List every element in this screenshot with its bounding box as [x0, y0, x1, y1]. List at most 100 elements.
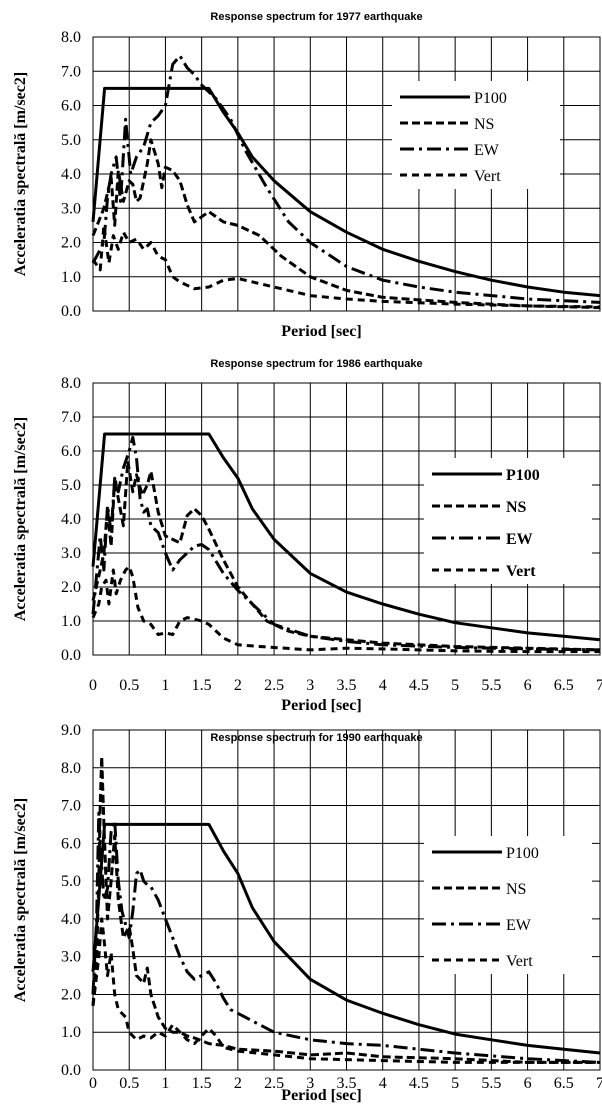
chart-title: Response spectrum for 1990 earthquake [210, 732, 422, 744]
legend-background [392, 81, 560, 189]
legend-label-p100: P100 [474, 90, 507, 107]
y-tick-label: 5.0 [61, 477, 81, 494]
x-tick-label: 4.5 [409, 1075, 429, 1092]
x-tick-label: 6.5 [554, 677, 574, 694]
x-tick-label: 2 [234, 1075, 242, 1092]
x-tick-label: 5 [451, 1075, 459, 1092]
x-tick-label: 2.5 [264, 677, 284, 694]
x-tick-label: 2 [234, 677, 242, 694]
x-axis-label: Period [sec] [281, 1087, 361, 1104]
x-tick-label: 4 [379, 677, 387, 694]
x-tick-label: 1 [161, 677, 169, 694]
series-line-ew [91, 811, 601, 1064]
y-tick-label: 9.0 [61, 722, 81, 739]
series-line-vert [91, 565, 600, 654]
legend: P100 NS EW Vert [424, 458, 592, 584]
y-tick-label: 5.0 [61, 873, 81, 890]
x-tick-label: 2.5 [264, 1075, 284, 1092]
y-tick-label: 5.0 [61, 132, 81, 149]
plot-frame [92, 36, 601, 312]
series-line-ew [91, 435, 601, 652]
y-tick-label: 6.0 [61, 835, 81, 852]
legend-label-p100: P100 [506, 845, 539, 862]
x-tick-label: 5.5 [481, 1075, 501, 1092]
x-tick-label: 4.5 [409, 677, 429, 694]
plot-frame [92, 729, 601, 1071]
y-tick-label: 3.0 [61, 545, 81, 562]
x-tick-label: 1 [161, 1075, 169, 1092]
series-line-p100 [91, 86, 601, 298]
x-tick-label: 3.5 [337, 1075, 357, 1092]
legend: P100 NS EW Vert [424, 836, 592, 974]
series-line-ns [91, 138, 601, 310]
chart-title: Response spectrum for 1977 earthquake [210, 11, 422, 23]
x-tick-label: 7 [596, 677, 602, 694]
legend-background [424, 458, 592, 584]
y-tick-label: 0.0 [61, 303, 81, 320]
x-tick-label: 7 [596, 1075, 602, 1092]
series-line-ew [91, 54, 601, 304]
series-line-p100 [91, 822, 601, 1055]
series-line-ns [91, 754, 600, 1064]
x-tick-label: 4 [379, 1075, 387, 1092]
y-tick-label: 7.0 [61, 409, 81, 426]
legend-label-ns: NS [474, 116, 494, 133]
y-tick-label: 4.0 [61, 911, 81, 928]
x-tick-label: 0 [89, 1075, 97, 1092]
x-tick-label: 3 [306, 1075, 314, 1092]
x-tick-label: 3 [306, 677, 314, 694]
chart-panel-1: Response spectrum for 1977 earthquake 0.0… [12, 11, 601, 340]
legend-label-ew: EW [474, 142, 500, 159]
legend-label-p100: P100 [506, 467, 540, 484]
x-axis-label: Period [sec] [281, 323, 361, 340]
y-tick-label: 6.0 [61, 443, 81, 460]
y-tick-label: 0.0 [61, 647, 81, 664]
y-tick-label: 7.0 [61, 798, 81, 815]
x-tick-label: 0 [89, 677, 97, 694]
x-axis-label: Period [sec] [281, 697, 361, 714]
y-tick-label: 1.0 [61, 1024, 81, 1041]
legend-label-ew: EW [506, 917, 532, 934]
y-tick-label: 4.0 [61, 511, 81, 528]
y-tick-label: 8.0 [61, 29, 81, 46]
x-tick-label: 0.5 [119, 1075, 139, 1092]
x-tick-label: 5.5 [481, 677, 501, 694]
y-tick-label: 6.0 [61, 98, 81, 115]
x-tick-label: 6 [524, 677, 532, 694]
legend-label-ew: EW [506, 531, 533, 548]
y-tick-label: 3.0 [61, 949, 81, 966]
legend-label-ns: NS [506, 881, 526, 898]
y-tick-label: 8.0 [61, 375, 81, 392]
x-tick-label: 0.5 [119, 677, 139, 694]
y-tick-label: 8.0 [61, 760, 81, 777]
series-line-vert [91, 917, 600, 1064]
y-tick-label: 2.0 [61, 579, 81, 596]
legend-label-vert: Vert [474, 168, 501, 185]
x-tick-label: 5 [451, 677, 459, 694]
legend-label-vert: Vert [506, 563, 536, 580]
x-tick-label: 3.5 [337, 677, 357, 694]
x-tick-label: 6.5 [554, 1075, 574, 1092]
y-tick-label: 7.0 [61, 63, 81, 80]
plot-frame [92, 382, 601, 656]
legend-label-vert: Vert [506, 953, 533, 970]
y-tick-label: 4.0 [61, 166, 81, 183]
legend-background [424, 836, 592, 974]
x-tick-label: 6 [524, 1075, 532, 1092]
y-tick-label: 0.0 [61, 1062, 81, 1079]
y-axis-label: Acceleratia spectrală [m/sec2] [12, 417, 29, 621]
y-tick-label: 3.0 [61, 200, 81, 217]
chart-title: Response spectrum for 1986 earthquake [210, 358, 422, 370]
y-tick-label: 2.0 [61, 235, 81, 252]
y-axis-label: Acceleratia spectrală [m/sec2] [12, 798, 29, 1002]
series-line-vert [91, 223, 601, 309]
x-tick-label: 1.5 [192, 677, 212, 694]
x-tick-label: 1.5 [192, 1075, 212, 1092]
legend: P100 NS EW Vert [392, 81, 560, 189]
legend-label-ns: NS [506, 499, 527, 516]
y-tick-label: 1.0 [61, 613, 81, 630]
y-axis-label: Acceleratia spectrală [m/sec2] [12, 72, 29, 276]
y-tick-label: 2.0 [61, 986, 81, 1003]
chart-panel-3: Response spectrum for 1990 earthquake 0.0… [12, 722, 602, 1104]
